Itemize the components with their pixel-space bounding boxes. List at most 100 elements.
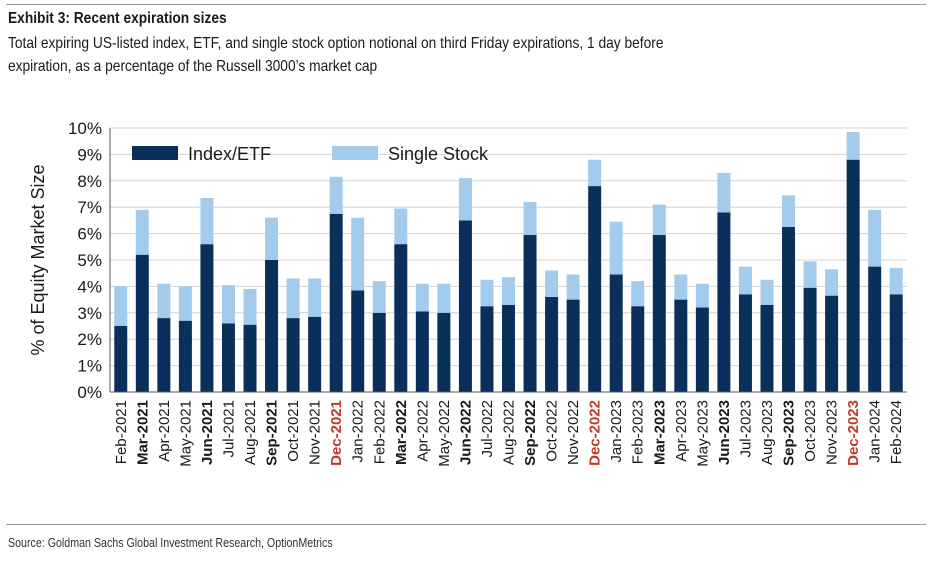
x-tick-label: Aug-2023 <box>759 400 776 465</box>
bar-single-stock <box>114 286 128 326</box>
bar-index-etf <box>674 299 688 392</box>
bars-layer <box>114 131 903 392</box>
bar-single-stock <box>652 204 666 235</box>
bar-single-stock <box>760 279 774 305</box>
x-tick-label: Mar-2022 <box>393 400 410 465</box>
x-tick-label: Dec-2021 <box>328 400 345 466</box>
x-tick-label: Aug-2021 <box>242 400 259 465</box>
bar-index-etf <box>523 234 537 392</box>
x-tick-label: May-2023 <box>694 400 711 467</box>
x-tick-label: Jan-2022 <box>350 400 367 463</box>
bar-index-etf <box>372 312 386 392</box>
bar-index-etf <box>329 213 343 392</box>
bar-index-etf <box>178 320 192 392</box>
bar-index-etf <box>200 244 214 392</box>
bar-single-stock <box>329 176 343 214</box>
x-tick-label: Nov-2022 <box>565 400 582 465</box>
bar-single-stock <box>178 286 192 321</box>
bar-index-etf <box>760 304 774 392</box>
x-tick-label: Oct-2022 <box>544 400 561 462</box>
x-tick-label: Mar-2023 <box>651 400 668 465</box>
bar-single-stock <box>458 178 472 221</box>
x-tick-label: Jun-2023 <box>716 400 733 465</box>
y-tick-label: 5% <box>77 251 102 270</box>
bar-index-etf <box>652 234 666 392</box>
bar-single-stock <box>717 172 731 213</box>
bar-single-stock <box>437 283 451 313</box>
y-tick-label: 1% <box>77 357 102 376</box>
x-tick-label: Aug-2022 <box>501 400 518 465</box>
x-tick-label: Oct-2023 <box>802 400 819 462</box>
subtitle-line-1: Total expiring US-listed index, ETF, and… <box>8 35 664 52</box>
bar-index-etf <box>782 227 796 392</box>
x-tick-label: Jan-2024 <box>867 400 884 463</box>
x-tick-label: Jun-2022 <box>457 400 474 465</box>
exhibit-subtitle: Total expiring US-listed index, ETF, and… <box>8 32 902 78</box>
x-tick-label: Apr-2023 <box>673 400 690 462</box>
bar-index-etf <box>351 290 365 392</box>
bar-single-stock <box>695 283 709 308</box>
bar-single-stock <box>609 221 623 275</box>
bottom-rule <box>6 524 926 525</box>
bar-single-stock <box>588 159 602 187</box>
bar-index-etf <box>221 323 235 392</box>
bar-index-etf <box>803 287 817 392</box>
bar-index-etf <box>308 316 322 392</box>
y-tick-label: 4% <box>77 277 102 296</box>
bar-index-etf <box>135 254 149 392</box>
y-tick-label: 6% <box>77 225 102 244</box>
bar-single-stock <box>846 131 860 160</box>
x-tick-label: Mar-2021 <box>134 400 151 465</box>
stacked-bar-chart: 0% 1% 2% 3% 4% 5% 6% 7% 8% 9% 10% % of Equity Marke… <box>28 119 907 467</box>
bar-single-stock <box>738 266 752 295</box>
x-tick-label: Apr-2022 <box>414 400 431 462</box>
bar-index-etf <box>825 295 839 392</box>
bar-index-etf <box>566 299 580 392</box>
bar-single-stock <box>868 209 882 267</box>
x-tick-label: Oct-2021 <box>285 400 302 462</box>
bar-index-etf <box>394 244 408 392</box>
bar-index-etf <box>889 294 903 392</box>
bar-single-stock <box>825 269 839 296</box>
x-tick-label: Nov-2023 <box>824 400 841 465</box>
bar-single-stock <box>286 278 300 319</box>
bar-index-etf <box>545 296 559 392</box>
bar-single-stock <box>243 289 257 325</box>
bar-index-etf <box>609 274 623 392</box>
bar-index-etf <box>243 324 257 392</box>
bar-single-stock <box>523 201 537 235</box>
x-tick-label: Feb-2021 <box>113 400 130 464</box>
bar-single-stock <box>135 209 149 255</box>
bar-index-etf <box>480 306 494 392</box>
bar-index-etf <box>157 318 171 392</box>
y-tick-label: 7% <box>77 198 102 217</box>
y-tick-label: 2% <box>77 330 102 349</box>
bar-single-stock <box>889 267 903 295</box>
bar-single-stock <box>674 274 688 300</box>
bar-index-etf <box>458 220 472 392</box>
bar-single-stock <box>221 285 235 324</box>
y-tick-label: 10% <box>68 119 102 138</box>
bar-single-stock <box>157 283 171 319</box>
y-tick-label: 9% <box>77 145 102 164</box>
bar-index-etf <box>738 294 752 392</box>
bar-single-stock <box>265 217 279 260</box>
bar-index-etf <box>846 159 860 392</box>
x-tick-label: Jul-2022 <box>479 400 496 458</box>
bar-index-etf <box>502 304 515 392</box>
x-tick-label: Feb-2022 <box>371 400 388 464</box>
bar-single-stock <box>502 277 515 305</box>
x-tick-label: May-2021 <box>177 400 194 467</box>
source-note: Source: Goldman Sachs Global Investment … <box>8 535 333 550</box>
x-tick-label: Jan-2023 <box>608 400 625 463</box>
bar-index-etf <box>717 212 731 392</box>
bar-single-stock <box>372 281 386 313</box>
grid-layer <box>110 127 907 367</box>
bar-index-etf <box>868 266 882 392</box>
bar-index-etf <box>114 326 128 392</box>
bar-single-stock <box>351 217 365 291</box>
bar-single-stock <box>566 274 580 300</box>
x-tick-label: Jul-2023 <box>737 400 754 458</box>
legend: Index/ETF Single Stock <box>132 144 489 164</box>
bar-single-stock <box>631 281 645 307</box>
